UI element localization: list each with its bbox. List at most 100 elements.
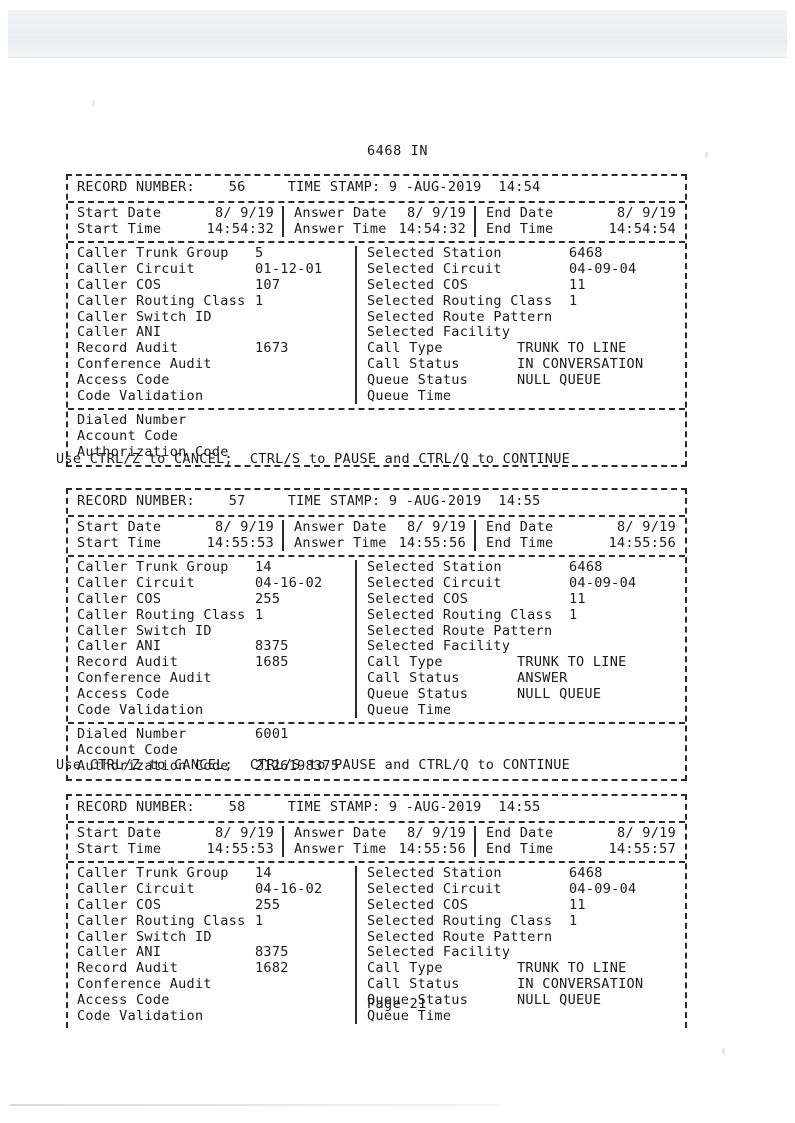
field-queue-time: Queue Time <box>367 701 685 719</box>
start-date-value: 8/ 9/19 <box>215 204 274 221</box>
field-call-status: Call Status IN CONVERSATION <box>367 356 685 373</box>
field-call-status-value: ANSWER <box>517 669 568 686</box>
answer-date-value: 8/ 9/19 <box>407 518 466 535</box>
field-code-validation: Code Validation <box>77 702 355 719</box>
field-record-audit-value: 1685 <box>255 654 289 671</box>
field-caller-cos-label: Caller COS <box>77 276 162 293</box>
answer-date-label: Answer Date <box>294 204 387 221</box>
record-header: RECORD NUMBER: 58 TIME STAMP: 9 -AUG-201… <box>68 796 685 821</box>
answer-time-label: Answer Time <box>294 220 387 237</box>
field-caller-ani-label: Caller ANI <box>77 324 162 341</box>
field-caller-cos-value: 255 <box>255 896 281 913</box>
record-tail: Dialed Number Account Code Authorization C… <box>68 410 685 464</box>
field-code-validation: Code Validation <box>77 387 355 405</box>
field-selected-station-value: 6468 <box>569 865 603 882</box>
field-selected-station: Selected Station 6468 <box>367 560 685 576</box>
field-selected-circuit-value: 04-09-04 <box>569 575 637 592</box>
field-caller-ani: Caller ANI 8375 <box>77 945 355 961</box>
field-caller-ani-value: 8375 <box>255 944 289 961</box>
field-caller-circuit-value: 01-12-01 <box>255 261 323 278</box>
ctrl-hint-line: Use CTRL/Z to CANCEL; CTRL/S to PAUSE an… <box>56 451 571 467</box>
record-card: RECORD NUMBER: 56 TIME STAMP: 9 -AUG-201… <box>66 174 687 467</box>
end-date-label: End Date <box>486 518 554 535</box>
field-selected-route-pattern-label: Selected Route Pattern <box>367 928 553 945</box>
field-selected-cos-label: Selected COS <box>367 590 469 607</box>
date-time-row: Start Date Start Time 8/ 9/19 14:55:53 Answe… <box>68 518 685 552</box>
field-caller-switch-id-label: Caller Switch ID <box>77 622 212 639</box>
caller-column: Caller Trunk Group 5 Caller Circuit 01-12-0… <box>68 246 355 404</box>
field-record-audit: Record Audit 1682 <box>77 960 355 977</box>
caller-column: Caller Trunk Group 14 Caller Circuit 04-16-… <box>68 560 355 718</box>
field-caller-cos: Caller COS 255 <box>77 590 355 608</box>
field-selected-routing-class-label: Selected Routing Class <box>367 606 553 623</box>
start-time-value: 14:54:32 <box>206 220 274 237</box>
field-caller-routing-class-value: 1 <box>255 912 264 929</box>
field-caller-trunk-group: Caller Trunk Group 14 <box>77 866 355 882</box>
field-conference-audit: Conference Audit <box>77 670 355 687</box>
field-caller-cos-label: Caller COS <box>77 896 162 913</box>
field-dialed-number-value: 6001 <box>255 726 289 743</box>
answer-date-label: Answer Date <box>294 824 387 841</box>
end-date-value: 8/ 9/19 <box>617 824 676 841</box>
field-account-code-label: Account Code <box>77 742 179 759</box>
field-record-audit-label: Record Audit <box>77 340 179 357</box>
start-time-label: Start Time <box>77 534 162 551</box>
field-access-code: Access Code <box>77 686 355 703</box>
field-account-code: Account Code <box>77 742 685 759</box>
start-time-value: 14:55:53 <box>206 534 274 551</box>
record-tail: Dialed Number 6001 Account Code Authorizati… <box>68 724 685 778</box>
field-call-status-label: Call Status <box>367 669 460 686</box>
field-caller-trunk-group: Caller Trunk Group 5 <box>77 246 355 262</box>
time-stamp-label: TIME STAMP: <box>245 799 381 815</box>
field-selected-station: Selected Station 6468 <box>367 866 685 882</box>
field-caller-cos-value: 255 <box>255 590 281 607</box>
field-authorization-code: Authorization Code 2126198375 <box>77 758 685 775</box>
field-call-type-value: TRUNK TO LINE <box>517 340 627 357</box>
end-date-label: End Date <box>486 204 554 221</box>
field-queue-status-label: Queue Status <box>367 991 469 1008</box>
start-time-label: Start Time <box>77 220 162 237</box>
field-conference-audit-label: Conference Audit <box>77 975 212 992</box>
end-time-label: End Time <box>486 534 554 551</box>
field-caller-cos: Caller COS 107 <box>77 276 355 294</box>
selected-column: Selected Station 6468 Selected Circuit 04-0… <box>355 246 685 405</box>
field-caller-trunk-group-label: Caller Trunk Group <box>77 559 229 576</box>
field-call-type: Call Type TRUNK TO LINE <box>367 340 685 357</box>
start-date-label: Start Date <box>77 518 162 535</box>
field-code-validation-label: Code Validation <box>77 1007 204 1024</box>
field-caller-circuit: Caller Circuit 01-12-01 <box>77 261 355 278</box>
field-selected-routing-class: Selected Routing Class 1 <box>367 913 685 930</box>
field-caller-cos-value: 107 <box>255 276 281 293</box>
field-caller-trunk-group-value: 14 <box>255 865 272 882</box>
field-selected-cos-value: 11 <box>569 896 586 913</box>
field-selected-route-pattern: Selected Route Pattern <box>367 928 685 946</box>
field-selected-routing-class-label: Selected Routing Class <box>367 292 553 309</box>
field-caller-ani: Caller ANI 8375 <box>77 639 355 655</box>
field-caller-circuit-label: Caller Circuit <box>77 261 195 278</box>
field-queue-status-value: NULL QUEUE <box>517 991 602 1008</box>
record-card: RECORD NUMBER: 58 TIME STAMP: 9 -AUG-201… <box>66 794 687 1029</box>
field-queue-status-value: NULL QUEUE <box>517 371 602 388</box>
field-queue-time-label: Queue Time <box>367 701 452 718</box>
field-call-type-label: Call Type <box>367 654 443 671</box>
field-caller-routing-class-value: 1 <box>255 292 264 309</box>
field-selected-facility-label: Selected Facility <box>367 638 511 655</box>
end-date-value: 8/ 9/19 <box>617 204 676 221</box>
field-selected-route-pattern: Selected Route Pattern <box>367 309 685 326</box>
field-caller-trunk-group-label: Caller Trunk Group <box>77 245 229 262</box>
field-code-validation-label: Code Validation <box>77 387 204 404</box>
field-caller-ani-label: Caller ANI <box>77 638 162 655</box>
field-call-status-label: Call Status <box>367 975 460 992</box>
field-selected-cos: Selected COS 11 <box>367 277 685 294</box>
field-record-audit-label: Record Audit <box>77 960 179 977</box>
field-caller-cos-label: Caller COS <box>77 590 162 607</box>
field-selected-facility-label: Selected Facility <box>367 324 511 341</box>
field-selected-routing-class: Selected Routing Class 1 <box>367 606 685 624</box>
record-number-label: RECORD NUMBER: <box>77 179 195 195</box>
answer-time-value: 14:55:56 <box>398 840 466 857</box>
field-selected-station-value: 6468 <box>569 559 603 576</box>
field-caller-routing-class: Caller Routing Class 1 <box>77 607 355 624</box>
date-time-row: Start Date Start Time 8/ 9/19 14:55:53 Answe… <box>68 824 685 858</box>
answer-date: Answer Date Answer Time 8/ 9/19 14:55:56 <box>282 824 474 858</box>
end-date-label: End Date <box>486 824 554 841</box>
